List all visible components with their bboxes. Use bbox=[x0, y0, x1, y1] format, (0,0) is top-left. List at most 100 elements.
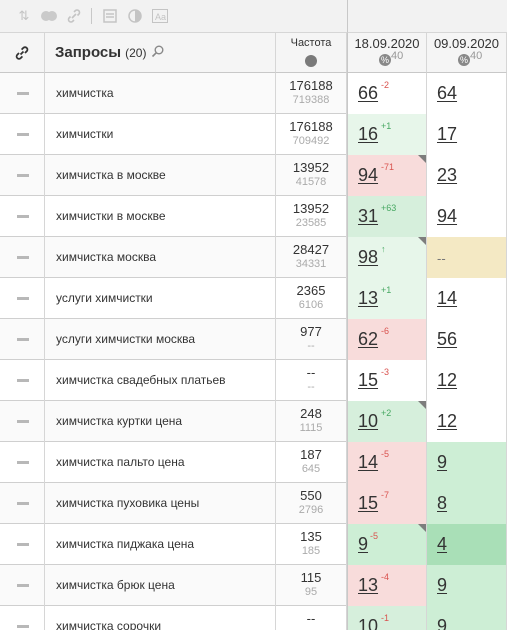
position-cell-2[interactable]: 56 bbox=[427, 319, 507, 360]
table-row[interactable]: химчистка куртки цена 248 1115 10 +2 12 bbox=[0, 401, 507, 442]
snippet-marker[interactable] bbox=[418, 524, 426, 532]
position-cell-1[interactable]: 15 -7 bbox=[347, 483, 427, 524]
position-cell-1[interactable]: 31 +63 bbox=[347, 196, 427, 237]
table-row[interactable]: химчистка брюк цена 115 95 13 -4 9 bbox=[0, 565, 507, 606]
position-cell-2[interactable]: 14 bbox=[427, 278, 507, 319]
remove-row-button[interactable] bbox=[0, 360, 45, 401]
position-cell-1[interactable]: 9 -5 bbox=[347, 524, 427, 565]
date-column-header-2[interactable]: 09.09.2020 % 40 bbox=[427, 33, 507, 73]
table-row[interactable]: химчистка сорочки -- 10 -1 9 bbox=[0, 606, 507, 630]
remove-row-button[interactable] bbox=[0, 319, 45, 360]
table-row[interactable]: химчистка пальто цена 187 645 14 -5 9 bbox=[0, 442, 507, 483]
position-link[interactable]: 66 bbox=[358, 83, 379, 103]
position-cell-2[interactable]: 9 bbox=[427, 565, 507, 606]
position-cell-1[interactable]: 16 +1 bbox=[347, 114, 427, 155]
remove-row-button[interactable] bbox=[0, 401, 45, 442]
remove-row-button[interactable] bbox=[0, 606, 45, 630]
position-link[interactable]: 13 bbox=[358, 575, 379, 595]
position-link[interactable]: 12 bbox=[437, 370, 458, 390]
queries-column-header[interactable]: Запросы (20) bbox=[45, 33, 276, 73]
table-row[interactable]: услуги химчистки 2365 6106 13 +1 14 bbox=[0, 278, 507, 319]
position-link[interactable]: 31 bbox=[358, 206, 379, 226]
link-column-header[interactable] bbox=[0, 33, 45, 73]
position-cell-1[interactable]: 10 -1 bbox=[347, 606, 427, 630]
position-link[interactable]: 15 bbox=[358, 493, 379, 513]
remove-row-button[interactable] bbox=[0, 114, 45, 155]
position-link[interactable]: 12 bbox=[437, 411, 458, 431]
position-cell-1[interactable]: 13 -4 bbox=[347, 565, 427, 606]
position-link[interactable]: -- bbox=[437, 251, 446, 266]
position-cell-2[interactable]: 64 bbox=[427, 73, 507, 114]
position-cell-2[interactable]: 9 bbox=[427, 606, 507, 630]
table-row[interactable]: химчистка пиджака цена 135 185 9 -5 4 bbox=[0, 524, 507, 565]
position-link[interactable]: 14 bbox=[437, 288, 458, 308]
position-cell-1[interactable]: 10 +2 bbox=[347, 401, 427, 442]
remove-row-button[interactable] bbox=[0, 483, 45, 524]
position-cell-2[interactable]: 94 bbox=[427, 196, 507, 237]
table-row[interactable]: услуги химчистки москва 977 -- 62 -6 56 bbox=[0, 319, 507, 360]
position-link[interactable]: 4 bbox=[437, 534, 448, 554]
toggle-icon[interactable] bbox=[39, 6, 59, 26]
position-cell-1[interactable]: 66 -2 bbox=[347, 73, 427, 114]
position-link[interactable]: 16 bbox=[358, 124, 379, 144]
position-link[interactable]: 9 bbox=[437, 452, 448, 472]
position-link[interactable]: 9 bbox=[437, 575, 448, 595]
frequency-column-header[interactable]: Частота bbox=[276, 33, 347, 73]
position-link[interactable]: 17 bbox=[437, 124, 458, 144]
position-cell-1[interactable]: 15 -3 bbox=[347, 360, 427, 401]
position-link[interactable]: 94 bbox=[358, 165, 379, 185]
position-cell-2[interactable]: 17 bbox=[427, 114, 507, 155]
position-link[interactable]: 10 bbox=[358, 616, 379, 630]
position-link[interactable]: 98 bbox=[358, 247, 379, 267]
position-link[interactable]: 13 bbox=[358, 288, 379, 308]
position-cell-2[interactable]: 9 bbox=[427, 442, 507, 483]
position-cell-2[interactable]: 23 bbox=[427, 155, 507, 196]
position-link[interactable]: 23 bbox=[437, 165, 458, 185]
position-link[interactable]: 14 bbox=[358, 452, 379, 472]
remove-row-button[interactable] bbox=[0, 524, 45, 565]
remove-row-button[interactable] bbox=[0, 155, 45, 196]
position-link[interactable]: 15 bbox=[358, 370, 379, 390]
position-cell-2[interactable]: 8 bbox=[427, 483, 507, 524]
table-row[interactable]: химчистка пуховика цены 550 2796 15 -7 8 bbox=[0, 483, 507, 524]
search-icon[interactable] bbox=[151, 45, 164, 61]
snippet-marker[interactable] bbox=[418, 237, 426, 245]
remove-row-button[interactable] bbox=[0, 237, 45, 278]
position-link[interactable]: 64 bbox=[437, 83, 458, 103]
table-row[interactable]: химчистки в москве 13952 23585 31 +63 94 bbox=[0, 196, 507, 237]
position-cell-2[interactable]: 12 bbox=[427, 401, 507, 442]
position-link[interactable]: 8 bbox=[437, 493, 448, 513]
remove-row-button[interactable] bbox=[0, 442, 45, 483]
position-cell-2[interactable]: -- bbox=[427, 237, 507, 278]
table-row[interactable]: химчистка свадебных платьев -- -- 15 -3 12 bbox=[0, 360, 507, 401]
position-cell-1[interactable]: 13 +1 bbox=[347, 278, 427, 319]
text-size-icon[interactable]: Aa bbox=[150, 6, 170, 26]
position-link[interactable]: 9 bbox=[437, 616, 448, 630]
position-cell-2[interactable]: 4 bbox=[427, 524, 507, 565]
position-cell-1[interactable]: 14 -5 bbox=[347, 442, 427, 483]
export-icon[interactable] bbox=[100, 6, 120, 26]
snippet-marker[interactable] bbox=[418, 401, 426, 409]
table-row[interactable]: химчистка 176188 719388 66 -2 64 bbox=[0, 73, 507, 114]
snippet-marker[interactable] bbox=[418, 155, 426, 163]
position-cell-1[interactable]: 62 -6 bbox=[347, 319, 427, 360]
position-link[interactable]: 10 bbox=[358, 411, 379, 431]
sort-icon[interactable]: ⇅ bbox=[18, 8, 30, 23]
remove-row-button[interactable] bbox=[0, 565, 45, 606]
date-column-header-1[interactable]: 18.09.2020 % 40 bbox=[347, 33, 427, 73]
contrast-icon[interactable] bbox=[125, 6, 145, 26]
position-cell-2[interactable]: 12 bbox=[427, 360, 507, 401]
position-link[interactable]: 62 bbox=[358, 329, 379, 349]
link-icon[interactable] bbox=[64, 6, 84, 26]
position-link[interactable]: 9 bbox=[358, 534, 369, 554]
position-link[interactable]: 56 bbox=[437, 329, 458, 349]
table-row[interactable]: химчистка москва 28427 34331 98 ↑ -- bbox=[0, 237, 507, 278]
remove-row-button[interactable] bbox=[0, 73, 45, 114]
position-cell-1[interactable]: 98 ↑ bbox=[347, 237, 427, 278]
table-row[interactable]: химчистка в москве 13952 41578 94 -71 23 bbox=[0, 155, 507, 196]
position-cell-1[interactable]: 94 -71 bbox=[347, 155, 427, 196]
remove-row-button[interactable] bbox=[0, 196, 45, 237]
remove-row-button[interactable] bbox=[0, 278, 45, 319]
position-link[interactable]: 94 bbox=[437, 206, 458, 226]
table-row[interactable]: химчистки 176188 709492 16 +1 17 bbox=[0, 114, 507, 155]
